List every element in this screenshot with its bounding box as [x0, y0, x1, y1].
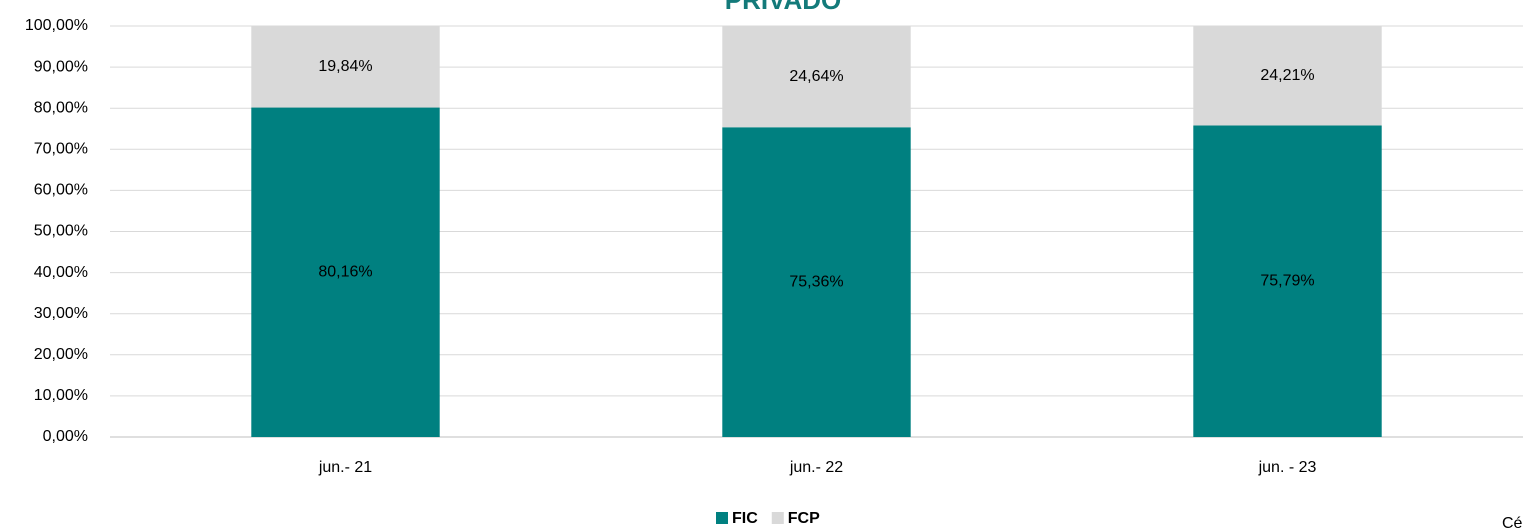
data-label: 75,79% [1260, 272, 1314, 289]
legend-swatch [771, 512, 784, 524]
x-tick-label: jun. - 23 [1258, 459, 1317, 476]
bar-segment [1193, 125, 1382, 437]
bar-segment [251, 26, 440, 108]
y-tick-label: 30,00% [34, 305, 88, 322]
y-tick-label: 0,00% [43, 428, 88, 445]
x-tick-label: jun.- 21 [318, 459, 372, 476]
data-label: 75,36% [789, 273, 843, 290]
chart-title: PRIVADO [725, 0, 842, 15]
legend-label: FCP [788, 510, 820, 527]
y-tick-label: 70,00% [34, 141, 88, 158]
y-tick-label: 20,00% [34, 346, 88, 363]
data-label: 19,84% [318, 58, 372, 75]
y-tick-label: 100,00% [25, 17, 88, 34]
bar-segment [722, 127, 911, 438]
annotation: Cé [1502, 515, 1523, 531]
x-tick-label: jun.- 22 [789, 459, 843, 476]
y-tick-label: 60,00% [34, 182, 88, 199]
bar-segment [251, 107, 440, 438]
data-label: 80,16% [318, 263, 372, 280]
legend-label: FIC [732, 510, 758, 527]
y-tick-label: 50,00% [34, 223, 88, 240]
bar-segment [722, 26, 911, 128]
y-tick-label: 80,00% [34, 99, 88, 116]
y-tick-label: 10,00% [34, 387, 88, 404]
data-label: 24,21% [1260, 67, 1314, 84]
y-tick-label: 40,00% [34, 264, 88, 281]
bar-segment [1193, 26, 1382, 126]
data-label: 24,64% [789, 68, 843, 85]
legend-swatch [716, 512, 728, 524]
y-tick-label: 90,00% [34, 58, 88, 75]
